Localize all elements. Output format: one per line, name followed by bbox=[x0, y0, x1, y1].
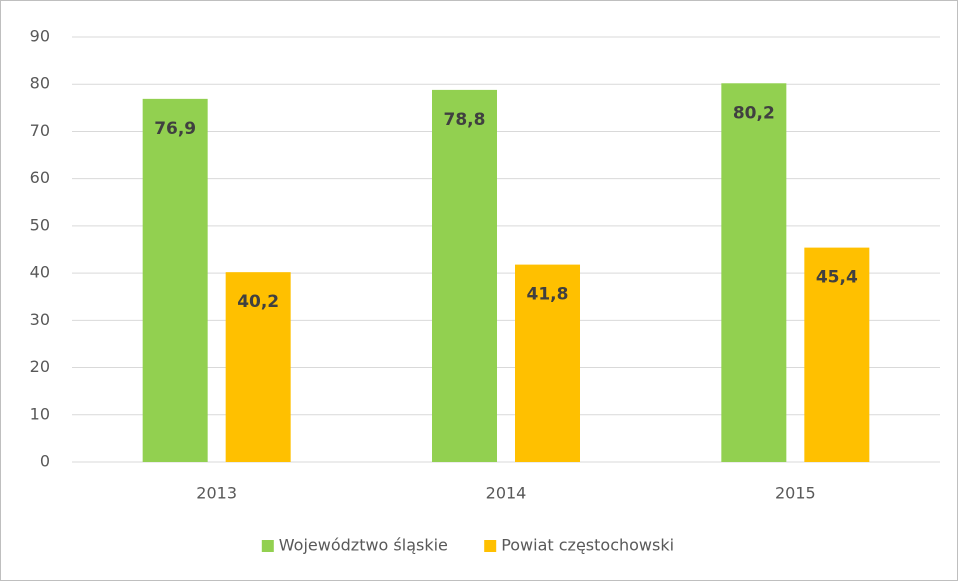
data-label: 41,8 bbox=[527, 285, 569, 305]
y-tick-label: 90 bbox=[30, 27, 50, 46]
bar bbox=[804, 247, 870, 462]
legend-label: Województwo śląskie bbox=[279, 536, 448, 555]
data-label: 45,4 bbox=[816, 268, 858, 288]
x-tick-label: 2014 bbox=[486, 484, 527, 503]
legend-swatch bbox=[261, 540, 274, 552]
y-tick-label: 20 bbox=[30, 357, 50, 376]
bar bbox=[721, 83, 787, 463]
bar bbox=[142, 98, 208, 462]
bar bbox=[225, 272, 291, 462]
y-tick-label: 80 bbox=[30, 74, 50, 93]
x-tick-label: 2015 bbox=[775, 484, 816, 503]
y-tick-label: 30 bbox=[30, 310, 50, 329]
y-tick-label: 70 bbox=[30, 121, 50, 140]
y-tick-label: 40 bbox=[30, 263, 50, 282]
x-tick-label: 2013 bbox=[196, 484, 237, 503]
legend-label: Powiat częstochowski bbox=[501, 536, 674, 555]
bar bbox=[515, 264, 580, 462]
legend-swatch bbox=[484, 540, 497, 552]
bar bbox=[432, 89, 497, 462]
y-tick-label: 10 bbox=[30, 404, 50, 423]
data-label: 80,2 bbox=[733, 103, 775, 123]
data-label: 78,8 bbox=[444, 110, 486, 130]
y-tick-label: 60 bbox=[30, 168, 50, 187]
y-tick-label: 50 bbox=[30, 215, 50, 234]
y-tick-label: 0 bbox=[40, 452, 50, 471]
data-label: 76,9 bbox=[154, 119, 196, 139]
data-label: 40,2 bbox=[237, 292, 279, 312]
